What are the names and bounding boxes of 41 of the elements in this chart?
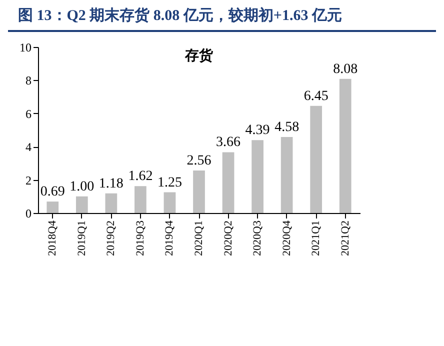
- x-tick-label: 2021Q2: [339, 220, 352, 256]
- chart-title: 图 13：Q2 期末存货 8.08 亿元，较期初+1.63 亿元: [8, 0, 436, 32]
- bar: [280, 136, 293, 213]
- data-label: 6.45: [304, 88, 328, 104]
- bar: [46, 202, 59, 213]
- bar: [134, 186, 146, 213]
- data-label: 4.58: [274, 120, 300, 135]
- data-label: 4.39: [245, 123, 270, 138]
- bar: [222, 152, 234, 213]
- data-label: 8.08: [333, 62, 358, 77]
- x-tick-label: 2020Q1: [193, 220, 205, 256]
- y-tick-label: 0: [26, 206, 32, 220]
- x-tick-label: 2020Q2: [222, 220, 234, 256]
- chart-subtitle: 存货: [184, 48, 214, 64]
- y-tick-label: 2: [26, 173, 32, 188]
- x-tick-label: 2021Q1: [310, 220, 322, 256]
- x-tick-label: 2018Q4: [46, 220, 59, 256]
- data-label: 1.62: [128, 169, 153, 184]
- bar: [193, 170, 205, 213]
- x-tick-label: 2020Q4: [280, 220, 293, 256]
- x-tick-label: 2019Q3: [134, 220, 146, 256]
- data-label: 1.00: [70, 179, 94, 194]
- x-tick-label: 2019Q2: [105, 220, 118, 256]
- bar: [76, 196, 88, 213]
- x-tick-label: 2020Q3: [252, 220, 264, 256]
- data-label: 2.56: [186, 154, 212, 169]
- data-label: 3.66: [216, 135, 241, 150]
- x-tick-label: 2019Q4: [164, 220, 176, 256]
- y-tick-label: 8: [26, 74, 32, 88]
- data-label: 1.25: [157, 175, 182, 190]
- bar: [310, 106, 322, 213]
- bar: [105, 193, 118, 213]
- x-tick-label: 2019Q1: [76, 220, 88, 256]
- y-tick-label: 4: [26, 140, 32, 154]
- y-tick-label: 6: [26, 106, 32, 121]
- data-label: 0.69: [40, 184, 65, 200]
- data-label: 1.18: [98, 176, 124, 192]
- bar: [164, 192, 176, 213]
- y-tick-label: 10: [20, 40, 32, 54]
- bar: [339, 78, 352, 213]
- bar: [252, 140, 264, 213]
